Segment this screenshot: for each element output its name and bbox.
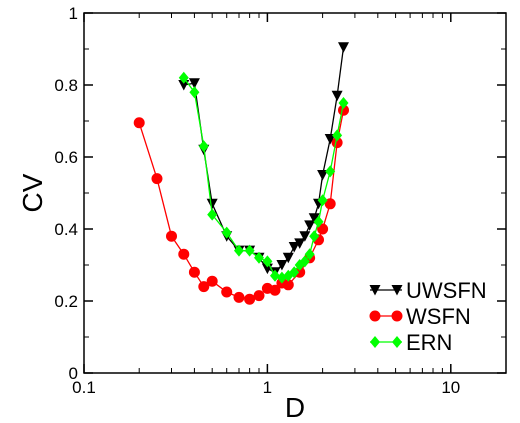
data-point-ern — [233, 244, 244, 257]
data-point-wsfn — [198, 281, 210, 293]
data-point-wsfn — [133, 117, 145, 129]
legend-label-ern: ERN — [406, 330, 452, 355]
y-tick-label: 1 — [69, 4, 78, 23]
data-point-ern — [189, 86, 200, 99]
data-point-wsfn — [324, 198, 336, 210]
x-tick-label: 1 — [263, 378, 272, 397]
data-point-ern — [289, 266, 300, 279]
y-tick-label: 0.6 — [54, 148, 78, 167]
axis-ticks — [83, 12, 506, 374]
legend-marker-uwsfn — [391, 285, 403, 296]
data-point-ern — [332, 129, 343, 142]
data-point-uwsfn — [308, 213, 320, 224]
y-tick-label: 0 — [69, 364, 78, 383]
data-point-wsfn — [178, 248, 190, 260]
data-point-wsfn — [244, 293, 256, 305]
data-point-ern — [178, 71, 189, 84]
data-point-ern — [317, 194, 328, 207]
data-point-ern — [313, 215, 324, 228]
data-point-wsfn — [221, 286, 233, 298]
series-uwsfn — [178, 42, 350, 278]
x-tick-label: 10 — [441, 378, 460, 397]
data-point-wsfn — [151, 173, 163, 185]
y-tick-label: 0.8 — [54, 76, 78, 95]
data-point-wsfn — [188, 266, 200, 278]
data-point-wsfn — [269, 284, 281, 296]
data-point-wsfn — [317, 223, 329, 235]
data-point-uwsfn — [288, 242, 300, 253]
data-point-uwsfn — [331, 90, 343, 102]
data-point-ern — [198, 140, 209, 153]
data-point-wsfn — [233, 291, 245, 303]
data-point-ern — [207, 208, 218, 221]
series-line-wsfn — [138, 110, 345, 300]
data-point-wsfn — [166, 230, 178, 242]
data-point-ern — [325, 165, 336, 178]
x-tick-label: 0.1 — [72, 378, 96, 397]
data-point-wsfn — [206, 275, 218, 287]
data-point-ern — [221, 226, 232, 239]
data-point-uwsfn — [206, 198, 218, 210]
legend-marker-wsfn — [369, 310, 381, 322]
data-point-uwsfn — [294, 238, 306, 249]
legend-marker-uwsfn — [369, 285, 381, 296]
data-point-uwsfn — [324, 134, 336, 145]
legend-label-uwsfn: UWSFN — [406, 278, 487, 303]
data-point-uwsfn — [276, 260, 288, 271]
x-axis-label: D — [285, 392, 305, 423]
legend-marker-ern — [392, 336, 402, 348]
data-point-ern — [262, 255, 273, 268]
series-ern — [178, 71, 349, 284]
data-point-uwsfn — [178, 80, 190, 91]
y-tick-label: 0.2 — [54, 292, 78, 311]
series-layer — [133, 42, 350, 305]
legend-marker-ern — [370, 336, 380, 348]
data-point-wsfn — [253, 290, 265, 302]
y-tick-label: 0.4 — [54, 220, 78, 239]
legend-marker-wsfn — [391, 310, 403, 322]
legend-label-wsfn: WSFN — [406, 304, 471, 329]
data-point-ern — [244, 244, 255, 257]
data-point-uwsfn — [282, 252, 294, 264]
axis-tick-labels: 0.1 1 10 0 0.2 0.4 0.6 0.8 1 — [54, 4, 460, 397]
series-line-ern — [183, 77, 345, 279]
data-point-ern — [309, 230, 320, 243]
data-point-uwsfn — [299, 231, 311, 242]
data-point-ern — [254, 251, 265, 264]
data-point-ern — [304, 248, 315, 261]
data-point-uwsfn — [317, 170, 329, 181]
data-point-ern — [299, 255, 310, 268]
data-point-uwsfn — [338, 42, 350, 53]
data-point-ern — [338, 97, 349, 109]
data-point-uwsfn — [304, 220, 316, 231]
data-point-uwsfn — [188, 78, 200, 89]
y-axis-label: CV — [17, 173, 48, 212]
data-point-ern — [269, 269, 280, 282]
